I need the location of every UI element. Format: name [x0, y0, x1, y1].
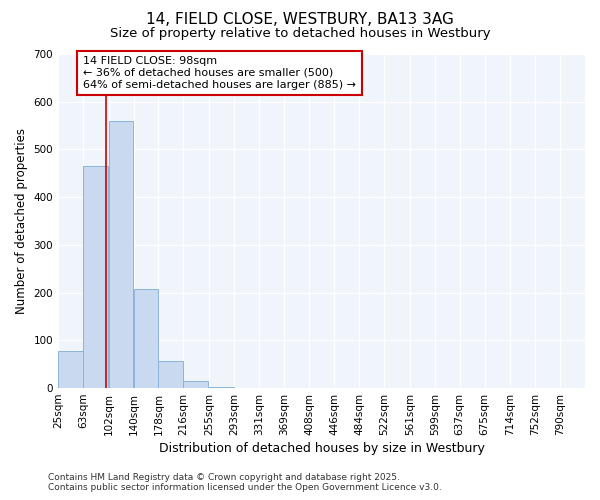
- Bar: [134, 290, 158, 388]
- Text: 14 FIELD CLOSE: 98sqm
← 36% of detached houses are smaller (500)
64% of semi-det: 14 FIELD CLOSE: 98sqm ← 36% of detached …: [83, 56, 356, 90]
- Bar: [58, 351, 83, 388]
- Bar: [158, 361, 183, 388]
- Bar: [109, 121, 133, 388]
- X-axis label: Distribution of detached houses by size in Westbury: Distribution of detached houses by size …: [158, 442, 484, 455]
- Text: Contains HM Land Registry data © Crown copyright and database right 2025.
Contai: Contains HM Land Registry data © Crown c…: [48, 473, 442, 492]
- Y-axis label: Number of detached properties: Number of detached properties: [15, 128, 28, 314]
- Text: 14, FIELD CLOSE, WESTBURY, BA13 3AG: 14, FIELD CLOSE, WESTBURY, BA13 3AG: [146, 12, 454, 28]
- Bar: [83, 166, 108, 388]
- Bar: [209, 386, 234, 388]
- Text: Size of property relative to detached houses in Westbury: Size of property relative to detached ho…: [110, 28, 490, 40]
- Bar: [184, 381, 208, 388]
